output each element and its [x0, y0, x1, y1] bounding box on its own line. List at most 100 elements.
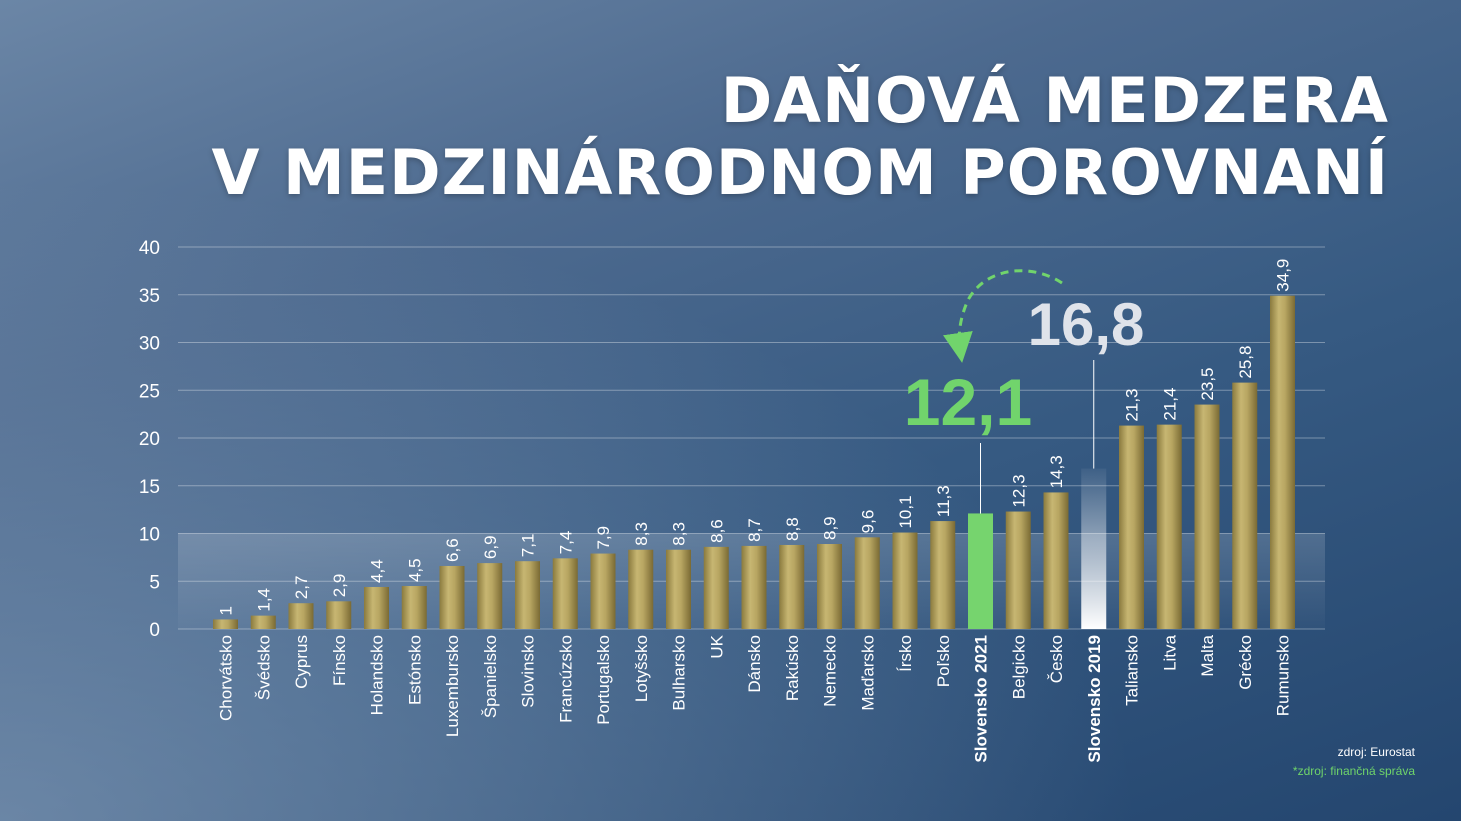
bar — [1194, 404, 1220, 629]
value-label: 2,9 — [330, 574, 349, 598]
category-label: Dánsko — [745, 635, 764, 693]
chart-title-line2: V MEDZINÁRODNOM POROVNANÍ — [211, 136, 1389, 209]
value-label: 14,3 — [1047, 455, 1066, 488]
value-label: 12,3 — [1009, 474, 1028, 507]
bar — [1156, 424, 1182, 629]
y-tick-label: 35 — [139, 286, 160, 307]
category-label: UK — [707, 634, 726, 658]
bar — [552, 558, 578, 629]
category-label: Grécko — [1236, 635, 1255, 690]
y-tick-label: 30 — [139, 334, 160, 355]
value-label: 8,6 — [707, 519, 726, 543]
bar — [741, 545, 767, 629]
value-label: 11,3 — [934, 485, 953, 517]
category-label: Rumunsko — [1274, 635, 1293, 716]
bar — [1005, 511, 1031, 629]
bar — [968, 513, 993, 629]
category-label: Belgicko — [1009, 635, 1028, 699]
category-label: Francúzsko — [556, 635, 575, 723]
bar — [213, 619, 238, 629]
value-label: 25,8 — [1236, 346, 1255, 379]
value-label: 1 — [217, 606, 236, 615]
category-label: Slovinsko — [519, 635, 538, 708]
bar — [1081, 468, 1107, 629]
bar — [1232, 382, 1258, 629]
callout-value-2021: 12,1 — [904, 365, 1032, 439]
bar — [892, 532, 918, 629]
category-label: Luxembursko — [443, 635, 462, 737]
bar — [1270, 295, 1295, 629]
bar — [477, 563, 503, 629]
category-label: Poľsko — [934, 635, 953, 687]
bar — [930, 521, 956, 629]
value-label: 7,4 — [556, 531, 575, 555]
value-label: 8,3 — [632, 522, 651, 546]
value-label: 21,3 — [1123, 388, 1142, 421]
category-label: Írsko — [896, 635, 915, 672]
value-label: 9,6 — [858, 510, 877, 534]
category-label: Portugalsko — [594, 635, 613, 725]
y-tick-label: 20 — [139, 429, 160, 450]
value-label: 21,4 — [1160, 388, 1179, 421]
source-eurostat: zdroj: Eurostat — [1337, 745, 1415, 759]
y-tick-label: 40 — [139, 238, 160, 259]
source-financna-sprava: *zdroj: finančná správa — [1292, 764, 1415, 778]
value-label: 10,1 — [896, 495, 915, 528]
value-label: 7,1 — [519, 534, 538, 558]
value-label: 2,7 — [292, 576, 311, 600]
value-label: 8,9 — [821, 516, 840, 540]
value-label: 4,4 — [368, 559, 387, 583]
value-label: 8,3 — [670, 522, 689, 546]
y-tick-label: 25 — [139, 381, 160, 402]
category-label: Lotyšsko — [632, 635, 651, 702]
category-label: Holandsko — [368, 635, 387, 715]
category-label: Chorvátsko — [217, 635, 236, 721]
category-label: Nemecko — [821, 635, 840, 707]
bar — [628, 549, 654, 629]
y-tick-label: 5 — [149, 572, 160, 593]
value-label: 6,9 — [481, 535, 500, 559]
category-label: Litva — [1160, 634, 1179, 670]
y-tick-label: 10 — [139, 525, 160, 546]
category-label: Slovensko 2019 — [1085, 635, 1104, 763]
bar — [1043, 492, 1069, 629]
value-label: 7,9 — [594, 526, 613, 550]
category-label: Švédsko — [254, 635, 273, 700]
category-label: Fínsko — [330, 635, 349, 686]
category-label: Španielsko — [481, 635, 500, 718]
y-tick-label: 0 — [149, 620, 160, 641]
value-label: 1,4 — [254, 588, 273, 612]
bar — [703, 546, 729, 629]
chart-title-line1: DAŇOVÁ MEDZERA — [720, 64, 1389, 137]
value-label: 8,8 — [783, 517, 802, 541]
bar — [250, 615, 276, 629]
category-label: Rakúsko — [783, 635, 802, 701]
bar — [439, 565, 465, 629]
bar — [817, 544, 842, 629]
value-label: 34,9 — [1274, 259, 1293, 292]
bar — [364, 586, 389, 629]
bar — [779, 544, 805, 629]
category-label: Maďarsko — [858, 635, 877, 711]
y-tick-label: 15 — [139, 477, 160, 498]
callout-value-2019: 16,8 — [1028, 291, 1145, 358]
category-label: Estónsko — [405, 635, 424, 705]
category-label: Taliansko — [1123, 635, 1142, 706]
value-label: 6,6 — [443, 538, 462, 562]
value-label: 4,5 — [405, 558, 424, 582]
bar — [326, 601, 352, 629]
category-label: Bulharsko — [670, 635, 689, 711]
bar — [1119, 425, 1144, 629]
bar — [288, 603, 314, 629]
category-label: Cyprus — [292, 635, 311, 689]
bar — [590, 553, 616, 629]
bar — [666, 549, 691, 629]
category-label: Slovensko 2021 — [972, 635, 991, 763]
bar — [401, 586, 427, 629]
category-label: Česko — [1047, 635, 1066, 683]
bar — [854, 537, 880, 629]
category-label: Malta — [1198, 634, 1217, 676]
bar — [515, 561, 540, 629]
dashed-arrow — [943, 269, 1063, 363]
